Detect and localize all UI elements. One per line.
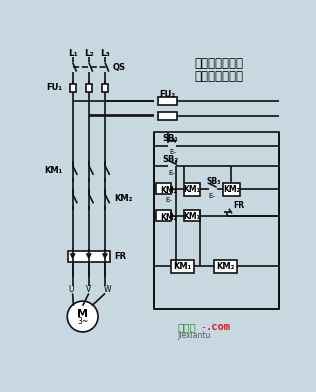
Text: M: M [77, 309, 88, 319]
Text: KM₂: KM₂ [161, 186, 177, 195]
Bar [102, 84, 108, 93]
Text: L₂: L₂ [84, 49, 94, 58]
Text: KM₂: KM₂ [216, 262, 234, 271]
Text: E-: E- [169, 149, 176, 155]
Bar [214, 260, 237, 273]
Bar [68, 251, 110, 262]
Bar [184, 183, 200, 196]
Bar [156, 210, 171, 221]
Text: QS: QS [113, 63, 126, 72]
Text: W: W [104, 285, 111, 294]
Text: SB₂: SB₂ [162, 155, 178, 164]
Bar [70, 84, 76, 93]
Text: jiexiantu: jiexiantu [177, 331, 211, 340]
Bar [171, 260, 194, 273]
Text: FU₂: FU₂ [159, 89, 175, 98]
Text: L₃: L₃ [100, 49, 110, 58]
Text: KM₁: KM₁ [44, 166, 63, 175]
Text: .com: .com [206, 322, 231, 332]
Text: 3~: 3~ [77, 318, 88, 327]
Text: KM₁: KM₁ [184, 212, 200, 221]
Text: KM₂: KM₂ [114, 194, 133, 203]
Bar [158, 113, 177, 120]
Text: L₁: L₁ [68, 49, 77, 58]
Text: E-: E- [165, 197, 172, 203]
Text: -: - [202, 322, 205, 332]
Text: SB₁: SB₁ [162, 134, 178, 143]
Text: KM₂: KM₂ [161, 213, 177, 222]
Text: FU₁: FU₁ [46, 83, 62, 93]
Bar [158, 97, 177, 105]
Text: FR: FR [114, 252, 126, 261]
Bar [156, 183, 171, 194]
Bar [223, 183, 240, 196]
Text: 接触器互锁的正: 接触器互锁的正 [194, 58, 243, 71]
Text: E-: E- [168, 170, 175, 176]
Text: KM₁: KM₁ [184, 185, 200, 194]
Text: V: V [86, 285, 91, 294]
Text: 反转控制电路图: 反转控制电路图 [194, 70, 243, 83]
Circle shape [67, 301, 98, 332]
Bar [184, 210, 200, 221]
Bar [86, 84, 92, 93]
Bar [154, 132, 279, 309]
Text: 接线图: 接线图 [177, 322, 196, 332]
Text: KM₂: KM₂ [223, 185, 240, 194]
Text: E-: E- [209, 192, 216, 199]
Text: KM₁: KM₁ [173, 262, 192, 271]
Text: SB₃: SB₃ [206, 177, 221, 186]
Text: U: U [68, 285, 74, 294]
Text: FR: FR [234, 201, 245, 210]
